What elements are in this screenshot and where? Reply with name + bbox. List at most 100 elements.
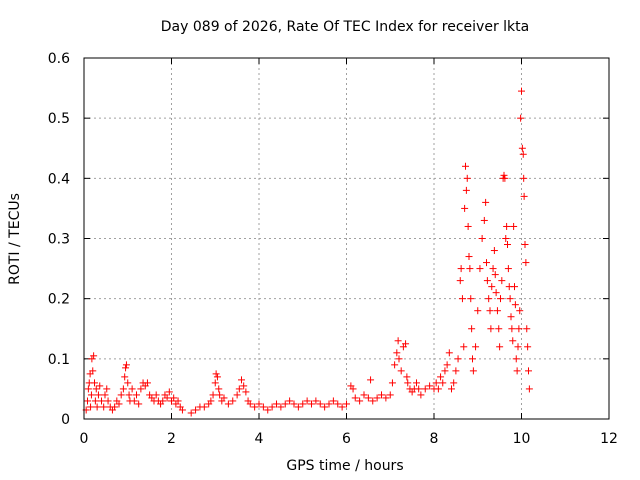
data-point xyxy=(98,397,105,405)
data-point xyxy=(251,403,259,411)
data-point xyxy=(87,403,95,411)
data-point xyxy=(503,222,511,230)
data-point xyxy=(273,400,280,408)
data-point xyxy=(100,403,108,411)
data-point xyxy=(277,403,285,411)
data-point xyxy=(178,406,186,414)
data-point xyxy=(525,385,533,393)
data-point xyxy=(216,391,224,399)
data-point xyxy=(130,397,138,405)
data-point xyxy=(491,271,499,279)
data-point xyxy=(351,394,359,402)
data-point xyxy=(393,349,401,357)
data-point xyxy=(360,391,368,399)
data-point xyxy=(334,400,342,408)
data-point xyxy=(439,379,447,387)
data-point xyxy=(255,400,263,408)
data-point xyxy=(460,343,468,351)
data-point xyxy=(437,373,445,381)
data-point xyxy=(125,391,133,399)
data-point xyxy=(511,283,518,291)
data-point xyxy=(519,150,527,158)
data-point xyxy=(388,379,396,387)
data-point xyxy=(135,400,143,408)
data-point xyxy=(92,385,100,393)
data-point xyxy=(454,355,462,363)
data-point xyxy=(492,289,500,297)
data-point xyxy=(403,373,411,381)
data-point xyxy=(213,373,221,381)
data-point xyxy=(209,391,217,399)
x-tick-label: 4 xyxy=(255,431,264,447)
y-tick-label: 0.6 xyxy=(48,51,70,67)
data-point xyxy=(415,385,423,393)
data-point xyxy=(238,376,245,384)
data-point xyxy=(483,259,490,267)
data-point xyxy=(432,379,440,387)
data-point xyxy=(128,385,136,393)
grid xyxy=(84,58,609,419)
data-point xyxy=(523,325,531,333)
data-point xyxy=(522,259,530,267)
data-point xyxy=(506,295,514,303)
data-point xyxy=(93,403,101,411)
data-point xyxy=(515,325,523,333)
data-point xyxy=(495,325,503,333)
data-point xyxy=(487,325,495,333)
data-point xyxy=(211,379,219,387)
data-point xyxy=(264,406,272,414)
data-point xyxy=(417,391,425,399)
data-point xyxy=(364,394,372,402)
y-tick-label: 0.1 xyxy=(48,352,70,368)
data-point xyxy=(443,361,451,369)
data-point xyxy=(233,391,241,399)
data-point xyxy=(235,385,243,393)
data-point xyxy=(321,403,329,411)
data-point xyxy=(207,397,215,405)
data-point xyxy=(122,361,130,369)
data-point xyxy=(489,265,497,273)
x-tick-label: 8 xyxy=(430,431,439,447)
data-point xyxy=(84,397,91,405)
data-point xyxy=(525,367,532,375)
y-tick-label: 0.3 xyxy=(48,232,70,248)
data-point xyxy=(518,87,525,95)
data-point xyxy=(488,283,496,291)
data-point xyxy=(426,382,434,390)
x-axis-label: GPS time / hours xyxy=(286,458,403,474)
x-tick-label: 0 xyxy=(80,431,89,447)
data-point xyxy=(187,409,195,417)
data-point xyxy=(88,355,96,363)
data-point xyxy=(117,391,125,399)
data-point xyxy=(486,307,494,315)
data-point xyxy=(462,162,469,170)
x-tick-label: 6 xyxy=(342,431,351,447)
data-point xyxy=(511,301,519,309)
data-point xyxy=(462,186,470,194)
data-point xyxy=(115,400,123,408)
data-point xyxy=(382,394,390,402)
data-point xyxy=(434,385,442,393)
data-point xyxy=(518,144,526,152)
data-point xyxy=(246,400,254,408)
data-point xyxy=(448,385,455,393)
data-point xyxy=(212,370,220,378)
data-point xyxy=(510,222,518,230)
data-point xyxy=(456,277,464,285)
data-point xyxy=(111,403,119,411)
data-point xyxy=(163,394,171,402)
data-point xyxy=(240,382,248,390)
chart-title: Day 089 of 2026, Rate Of TEC Index for r… xyxy=(161,19,529,35)
data-point xyxy=(119,385,127,393)
data-point xyxy=(517,114,525,122)
data-point xyxy=(496,343,504,351)
data-point xyxy=(504,265,512,273)
data-point xyxy=(290,400,298,408)
data-point xyxy=(464,222,472,230)
data-point xyxy=(521,241,529,249)
data-point xyxy=(516,307,524,315)
data-point xyxy=(152,391,160,399)
data-point xyxy=(402,340,410,348)
data-point xyxy=(242,388,250,396)
data-point xyxy=(394,337,402,345)
